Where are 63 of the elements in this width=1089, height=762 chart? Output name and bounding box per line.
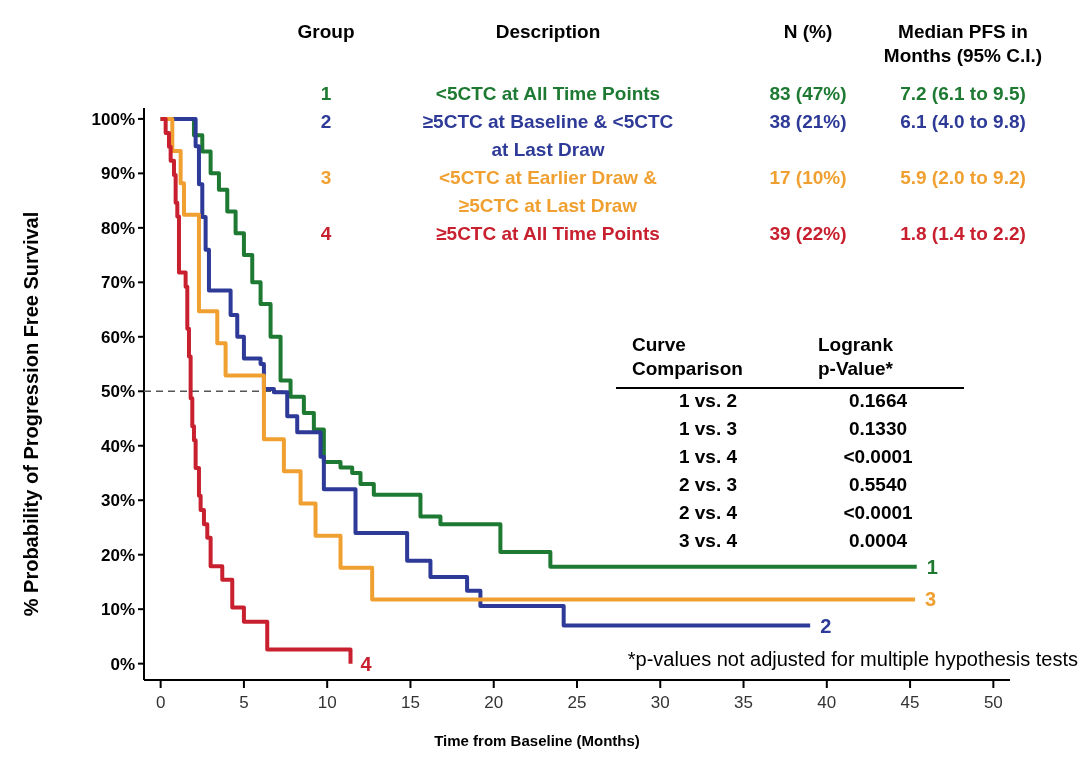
annotation: <0.0001 bbox=[843, 446, 914, 467]
annotation: 0.1664 bbox=[848, 390, 908, 411]
annotation: ≥5CTC at Baseline & <5CTC at Last Draw bbox=[422, 111, 674, 160]
annotation: *p-values not adjusted for multiple hypothesis tests bbox=[627, 648, 1078, 670]
annotation: 3 bbox=[320, 167, 332, 188]
annotation: ≥5CTC at All Time Points bbox=[436, 223, 660, 244]
text: Group bbox=[297, 21, 355, 42]
annotation: 39 (22%) bbox=[769, 223, 847, 244]
y-tick-label: 60% bbox=[100, 327, 135, 347]
y-tick-label: 50% bbox=[100, 382, 135, 402]
y-axis-title: % Probability of Progression Free Survival bbox=[20, 211, 42, 617]
annotation: 0.5540 bbox=[848, 474, 908, 495]
series-label: 2 bbox=[820, 614, 832, 637]
annotation: Curve Comparison bbox=[632, 334, 743, 379]
text: N (%) bbox=[783, 21, 833, 42]
text: Description bbox=[495, 21, 601, 42]
y-tick-label: 30% bbox=[100, 491, 135, 511]
text: 7.2 (6.1 to 9.5) bbox=[900, 83, 1026, 104]
x-tick-label: 5 bbox=[239, 693, 249, 712]
y-tick-label: 90% bbox=[100, 164, 135, 184]
x-axis-title: Time from Baseline (Months) bbox=[434, 732, 640, 749]
series-label: 3 bbox=[925, 588, 937, 611]
series-label: 4 bbox=[360, 652, 373, 675]
y-tick-label: 70% bbox=[100, 273, 135, 293]
annotation: 5.9 (2.0 to 9.2) bbox=[900, 167, 1026, 188]
y-tick-label: 40% bbox=[100, 436, 135, 456]
annotation: 1.8 (1.4 to 2.2) bbox=[900, 223, 1026, 244]
y-tick-label: 20% bbox=[100, 545, 135, 565]
text: <5CTC at All Time Points bbox=[435, 83, 661, 104]
x-tick-label: 30 bbox=[650, 693, 670, 712]
annotation: 2 vs. 4 bbox=[678, 502, 738, 523]
x-tick-label: 45 bbox=[900, 693, 920, 712]
annotation: 3 vs. 4 bbox=[678, 530, 738, 551]
annotation: 0.0004 bbox=[848, 530, 908, 551]
annotation: 2 vs. 3 bbox=[678, 474, 738, 495]
text: 83 (47%) bbox=[769, 83, 847, 104]
x-tick-label: 35 bbox=[734, 693, 753, 712]
annotation: Logrank p-Value* bbox=[818, 334, 894, 379]
x-tick-label: 40 bbox=[817, 693, 837, 712]
annotation: 1 vs. 2 bbox=[678, 390, 738, 411]
annotation: 1 vs. 4 bbox=[678, 446, 738, 467]
y-tick-label: 80% bbox=[100, 218, 135, 238]
x-tick-label: 20 bbox=[484, 693, 504, 712]
series-label: 1 bbox=[926, 555, 938, 578]
annotation: 38 (21%) bbox=[769, 111, 847, 132]
x-tick-label: 10 bbox=[317, 693, 337, 712]
x-tick-label: 50 bbox=[983, 693, 1003, 712]
y-tick-label: 100% bbox=[91, 109, 135, 129]
annotation: 0.1330 bbox=[848, 418, 908, 439]
text: 1 bbox=[320, 83, 332, 104]
annotation: <0.0001 bbox=[843, 502, 914, 523]
x-tick-label: 15 bbox=[401, 693, 420, 712]
x-tick-label: 25 bbox=[567, 693, 587, 712]
annotation: 4 bbox=[320, 223, 332, 244]
annotation: 17 (10%) bbox=[769, 167, 847, 188]
y-tick-label: 10% bbox=[100, 600, 135, 620]
x-tick-label: 0 bbox=[155, 693, 166, 712]
y-tick-label: 0% bbox=[110, 654, 135, 674]
annotation: 1 vs. 3 bbox=[678, 418, 738, 439]
text: Median PFS in Months (95% C.I.) bbox=[883, 21, 1043, 66]
annotation: 2 bbox=[320, 111, 332, 132]
annotation: 6.1 (4.0 to 9.8) bbox=[900, 111, 1026, 132]
annotation: <5CTC at Earlier Draw & ≥5CTC at Last Draw bbox=[438, 167, 658, 216]
